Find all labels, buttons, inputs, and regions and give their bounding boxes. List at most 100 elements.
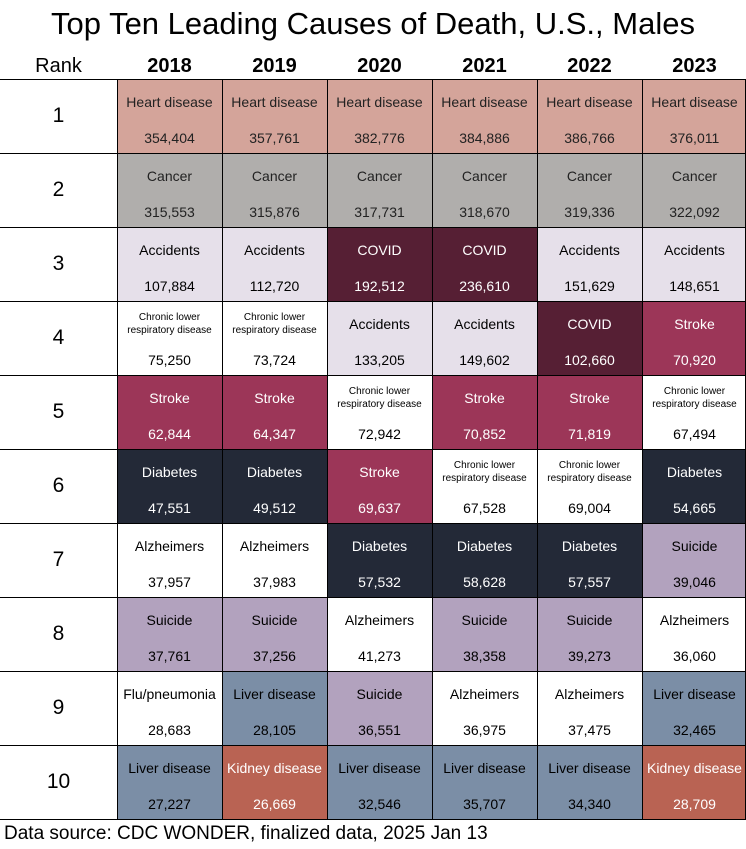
data-source-note: Data source: CDC WONDER, finalized data,… <box>4 823 488 844</box>
death-count: 38,358 <box>463 648 506 664</box>
cause-label: Stroke <box>254 390 295 406</box>
table-cell: Accidents 151,629 <box>537 227 642 301</box>
table-row: 1 Heart disease 354,404 Heart disease 357,76… <box>0 79 746 153</box>
table-cell: Suicide 36,551 <box>327 671 432 745</box>
death-count: 57,532 <box>358 574 401 590</box>
table-cell: Suicide 37,761 <box>117 597 222 671</box>
death-count: 354,404 <box>144 130 195 146</box>
cause-label: Suicide <box>356 686 403 702</box>
table-cell: Suicide 39,046 <box>642 523 746 597</box>
death-count: 49,512 <box>253 500 296 516</box>
table-cell: Cancer 319,336 <box>537 153 642 227</box>
row-divider <box>0 671 746 672</box>
death-count: 386,766 <box>564 130 615 146</box>
cause-label: Accidents <box>454 316 515 332</box>
cause-label: Diabetes <box>141 464 198 480</box>
death-count: 69,004 <box>568 500 611 516</box>
table-cell: Cancer 317,731 <box>327 153 432 227</box>
death-count: 57,557 <box>568 574 611 590</box>
cause-label: Alzheimers <box>134 538 205 554</box>
death-count: 67,528 <box>463 500 506 516</box>
table-cell: Chronic lower respiratory disease 72,942 <box>327 375 432 449</box>
cause-label: Diabetes <box>666 464 723 480</box>
table-cell: Heart disease 382,776 <box>327 79 432 153</box>
year-header-2018: 2018 <box>147 55 192 77</box>
death-count: 37,957 <box>148 574 191 590</box>
cause-label: COVID <box>357 242 402 258</box>
table-row: 4 Chronic lower respiratory disease 75,250… <box>0 301 746 375</box>
table-row: 5 Stroke 62,844 Stroke 64,347 Chronic lower r… <box>0 375 746 449</box>
death-count: 318,670 <box>459 204 510 220</box>
table-cell: Alzheimers 36,060 <box>642 597 746 671</box>
death-count: 151,629 <box>564 278 615 294</box>
table-cell: Stroke 70,852 <box>432 375 537 449</box>
cause-label: Stroke <box>149 390 190 406</box>
table-cell: Chronic lower respiratory disease 67,528 <box>432 449 537 523</box>
cause-label: Accidents <box>139 242 200 258</box>
cause-label: Diabetes <box>456 538 513 554</box>
cause-label: Accidents <box>244 242 305 258</box>
cause-label: Chronic lower respiratory disease <box>652 386 737 410</box>
table-cell: Liver disease 28,105 <box>222 671 327 745</box>
death-count: 47,551 <box>148 500 191 516</box>
table-cell: Suicide 37,256 <box>222 597 327 671</box>
row-divider <box>0 523 746 524</box>
column-divider <box>642 79 643 819</box>
table-cell: Alzheimers 37,983 <box>222 523 327 597</box>
death-count: 28,105 <box>253 722 296 738</box>
table-cell: Stroke 70,920 <box>642 301 746 375</box>
death-count: 35,707 <box>463 796 506 812</box>
column-divider <box>327 79 328 819</box>
table-row: 8 Suicide 37,761 Suicide 37,256 Alzheimers 41,… <box>0 597 746 671</box>
cause-label: Diabetes <box>561 538 618 554</box>
cause-label: Suicide <box>146 612 193 628</box>
row-divider <box>0 375 746 376</box>
cause-label: Stroke <box>674 316 715 332</box>
table-row: 3 Accidents 107,884 Accidents 112,720 COVID 19… <box>0 227 746 301</box>
death-count: 37,761 <box>148 648 191 664</box>
table-cell: Liver disease 32,546 <box>327 745 432 819</box>
cause-label: Liver disease <box>653 686 736 702</box>
rank-label: 5 <box>52 400 65 423</box>
death-count: 27,227 <box>148 796 191 812</box>
death-count: 28,683 <box>148 722 191 738</box>
death-count: 148,651 <box>669 278 720 294</box>
year-header-2023: 2023 <box>672 55 717 77</box>
table-cell: COVID 236,610 <box>432 227 537 301</box>
death-count: 26,669 <box>253 796 296 812</box>
death-count: 384,886 <box>459 130 510 146</box>
table-cell: Diabetes 47,551 <box>117 449 222 523</box>
year-header-2019: 2019 <box>252 55 297 77</box>
death-count: 319,336 <box>564 204 615 220</box>
row-divider <box>0 819 746 820</box>
table-cell: Kidney disease 28,709 <box>642 745 746 819</box>
death-count: 70,852 <box>463 426 506 442</box>
cause-label: Cancer <box>566 168 613 184</box>
death-count: 37,256 <box>253 648 296 664</box>
death-count: 37,475 <box>568 722 611 738</box>
table-cell: Cancer 318,670 <box>432 153 537 227</box>
row-divider <box>0 79 746 80</box>
death-count: 67,494 <box>673 426 716 442</box>
death-count: 315,553 <box>144 204 195 220</box>
table-cell: Alzheimers 37,475 <box>537 671 642 745</box>
chart-title: Top Ten Leading Causes of Death, U.S., M… <box>51 6 695 41</box>
table-cell: Alzheimers 41,273 <box>327 597 432 671</box>
death-count: 32,465 <box>673 722 716 738</box>
death-count: 315,876 <box>249 204 300 220</box>
table-cell: Diabetes 49,512 <box>222 449 327 523</box>
table-cell: Heart disease 357,761 <box>222 79 327 153</box>
death-count: 34,340 <box>568 796 611 812</box>
death-count: 69,637 <box>358 500 401 516</box>
cause-label: Chronic lower respiratory disease <box>547 460 632 484</box>
rank-label: 1 <box>52 104 65 127</box>
table-cell: Accidents 133,205 <box>327 301 432 375</box>
cause-label: Chronic lower respiratory disease <box>127 312 212 336</box>
table-cell: Flu/pneumonia 28,683 <box>117 671 222 745</box>
cause-label: Chronic lower respiratory disease <box>442 460 527 484</box>
row-divider <box>0 745 746 746</box>
cause-label: Cancer <box>251 168 298 184</box>
table-cell: Alzheimers 36,975 <box>432 671 537 745</box>
table-cell: Liver disease 27,227 <box>117 745 222 819</box>
death-count: 62,844 <box>148 426 191 442</box>
